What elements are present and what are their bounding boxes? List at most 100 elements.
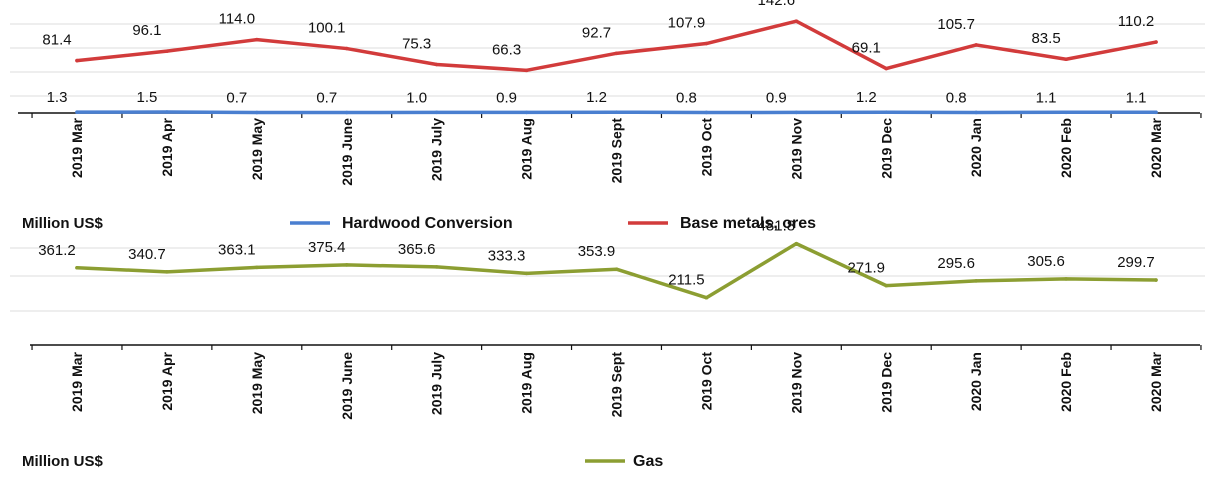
data-point <box>794 19 799 24</box>
data-label: 375.4 <box>308 239 346 256</box>
data-point <box>704 41 709 46</box>
data-label: 83.5 <box>1031 30 1060 47</box>
data-point <box>974 110 978 115</box>
data-point <box>165 49 169 53</box>
data-point <box>75 265 79 270</box>
data-label: 0.8 <box>946 89 967 106</box>
unit-label: Million US$ <box>22 453 103 470</box>
x-tick-label: 2019 Nov <box>788 352 804 414</box>
data-point <box>255 110 259 115</box>
data-label: 110.2 <box>1118 13 1154 30</box>
x-tick-label: 2019 Sept <box>609 118 625 184</box>
chart-panel-2: 2019 Mar 2019 Apr 2019 May 2019 June 2019 Ju… <box>10 218 1205 470</box>
x-tick-label: 2019 Apr <box>159 117 175 176</box>
data-point <box>524 68 529 73</box>
data-point <box>165 270 169 274</box>
unit-label: Million US$ <box>22 215 103 232</box>
data-label: 105.7 <box>937 16 975 33</box>
data-point <box>524 110 529 115</box>
data-label: 69.1 <box>852 40 881 57</box>
data-label: 1.2 <box>586 89 607 106</box>
x-tick-label: 2019 Aug <box>519 352 535 414</box>
data-label: 0.9 <box>496 89 517 106</box>
data-label: 365.6 <box>398 241 436 258</box>
x-tick-label: 2020 Feb <box>1058 118 1074 178</box>
data-label: 295.6 <box>937 255 975 272</box>
data-point <box>614 267 619 272</box>
data-label: 0.7 <box>226 90 247 107</box>
data-point <box>1154 278 1158 282</box>
data-point <box>974 43 978 47</box>
data-label: 142.6 <box>758 0 796 9</box>
data-point <box>255 37 259 42</box>
data-point <box>255 265 259 270</box>
data-point <box>704 110 709 115</box>
data-point <box>344 110 349 115</box>
data-label: 333.3 <box>488 247 526 264</box>
data-point <box>344 263 349 267</box>
data-label: 0.7 <box>316 90 337 107</box>
data-label: 66.3 <box>492 41 521 58</box>
data-label: 363.1 <box>218 241 256 258</box>
data-label: 75.3 <box>402 36 431 53</box>
data-label: 1.5 <box>136 89 157 106</box>
x-tick-label: 2019 Oct <box>698 352 714 411</box>
x-tick-label: 2019 May <box>249 118 265 180</box>
data-label: 107.9 <box>668 15 706 32</box>
data-label: 361.2 <box>38 242 76 259</box>
data-point <box>1064 277 1068 281</box>
data-point <box>434 62 439 67</box>
data-point <box>614 110 619 115</box>
data-point <box>974 279 978 283</box>
data-label: 211.5 <box>668 272 704 289</box>
data-label: 340.7 <box>128 246 166 263</box>
data-point <box>794 241 799 246</box>
legend-label: Base metals, ores <box>680 215 816 232</box>
x-tick-label: 2019 Sept <box>609 352 625 418</box>
data-label: 81.4 <box>42 32 71 49</box>
data-point <box>165 110 169 114</box>
x-tick-label: 2019 June <box>339 118 355 186</box>
data-label: 0.9 <box>766 89 787 106</box>
x-tick-label: 2019 Nov <box>788 118 804 180</box>
x-tick-label: 2020 Feb <box>1058 352 1074 412</box>
x-tick-label: 2019 Oct <box>698 118 714 177</box>
x-tick-label: 2019 June <box>339 352 355 420</box>
data-label: 0.8 <box>676 89 697 106</box>
x-tick-label: 2020 Mar <box>1148 351 1164 411</box>
data-point <box>884 283 889 288</box>
data-label: 1.3 <box>47 89 68 106</box>
data-label: 305.6 <box>1027 253 1065 270</box>
chart-panel-1: 2019 Mar 2019 Apr 2019 May 2019 June 2019 Ju… <box>10 0 1205 232</box>
x-tick-label: 2019 July <box>429 118 445 181</box>
data-label: 114.0 <box>219 11 255 28</box>
data-point <box>794 110 799 115</box>
data-point <box>1064 57 1068 62</box>
x-tick-label: 2019 Aug <box>519 118 535 180</box>
series-line-1-2 <box>75 19 1158 73</box>
x-tick-label: 2019 Mar <box>69 117 85 177</box>
data-point <box>434 110 439 115</box>
data-label: 96.1 <box>132 22 161 39</box>
data-label: 92.7 <box>582 24 611 41</box>
data-label: 1.2 <box>856 89 877 106</box>
data-label: 100.1 <box>308 20 346 37</box>
data-label: 353.9 <box>578 243 616 260</box>
legend-label: Hardwood Conversion <box>342 215 513 232</box>
data-point <box>884 110 889 115</box>
data-point <box>344 46 349 51</box>
data-label: 1.1 <box>1126 89 1147 106</box>
data-label: 299.7 <box>1117 254 1155 271</box>
data-point <box>614 51 619 56</box>
data-label: 1.0 <box>406 89 427 106</box>
x-tick-label: 2019 Mar <box>69 351 85 411</box>
data-point <box>434 265 439 269</box>
data-point <box>75 58 79 63</box>
data-point <box>75 110 79 114</box>
data-label: 271.9 <box>847 260 885 277</box>
data-point <box>884 66 889 71</box>
x-tick-label: 2020 Jan <box>968 352 984 411</box>
data-label: 481.8 <box>758 218 796 235</box>
